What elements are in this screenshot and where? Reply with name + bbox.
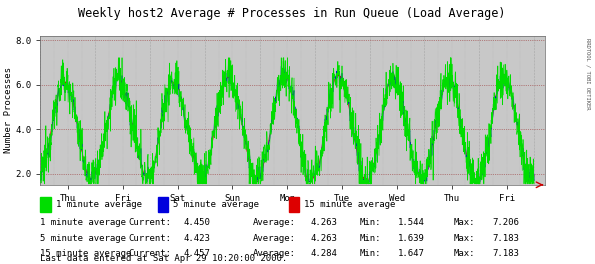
Text: 4.263: 4.263 [311,218,337,227]
Text: 1 minute average: 1 minute average [56,200,142,209]
Text: 1.544: 1.544 [397,218,424,227]
Text: Weekly host2 Average # Processes in Run Queue (Load Average): Weekly host2 Average # Processes in Run … [78,7,505,20]
Text: Current:: Current: [128,234,171,243]
Text: 1.639: 1.639 [397,234,424,243]
Text: 1 minute average: 1 minute average [40,218,127,227]
Text: 4.263: 4.263 [311,234,337,243]
Text: 4.423: 4.423 [183,234,210,243]
Text: Min:: Min: [360,218,381,227]
Text: 15 minute average: 15 minute average [304,200,396,209]
Text: Max:: Max: [453,249,475,258]
Text: 4.450: 4.450 [183,218,210,227]
Text: Average:: Average: [253,249,296,258]
Text: Average:: Average: [253,218,296,227]
Y-axis label: Number Processes: Number Processes [4,67,12,153]
Text: 5 minute average: 5 minute average [173,200,259,209]
Text: 7.183: 7.183 [493,249,519,258]
Text: 1.647: 1.647 [397,249,424,258]
Text: Last data entered at Sat Apr 29 10:20:00 2000.: Last data entered at Sat Apr 29 10:20:00… [40,254,288,263]
Text: Min:: Min: [360,234,381,243]
Text: 4.284: 4.284 [311,249,337,258]
Text: 5 minute average: 5 minute average [40,234,127,243]
Text: RRDTOOL / TOBI OETIKER: RRDTOOL / TOBI OETIKER [585,38,590,110]
Text: Current:: Current: [128,249,171,258]
Text: 15 minute average: 15 minute average [40,249,132,258]
Text: Min:: Min: [360,249,381,258]
Text: Average:: Average: [253,234,296,243]
Text: Current:: Current: [128,218,171,227]
Text: Max:: Max: [453,218,475,227]
Text: Max:: Max: [453,234,475,243]
Text: 4.457: 4.457 [183,249,210,258]
Text: 7.206: 7.206 [493,218,519,227]
Text: 7.183: 7.183 [493,234,519,243]
